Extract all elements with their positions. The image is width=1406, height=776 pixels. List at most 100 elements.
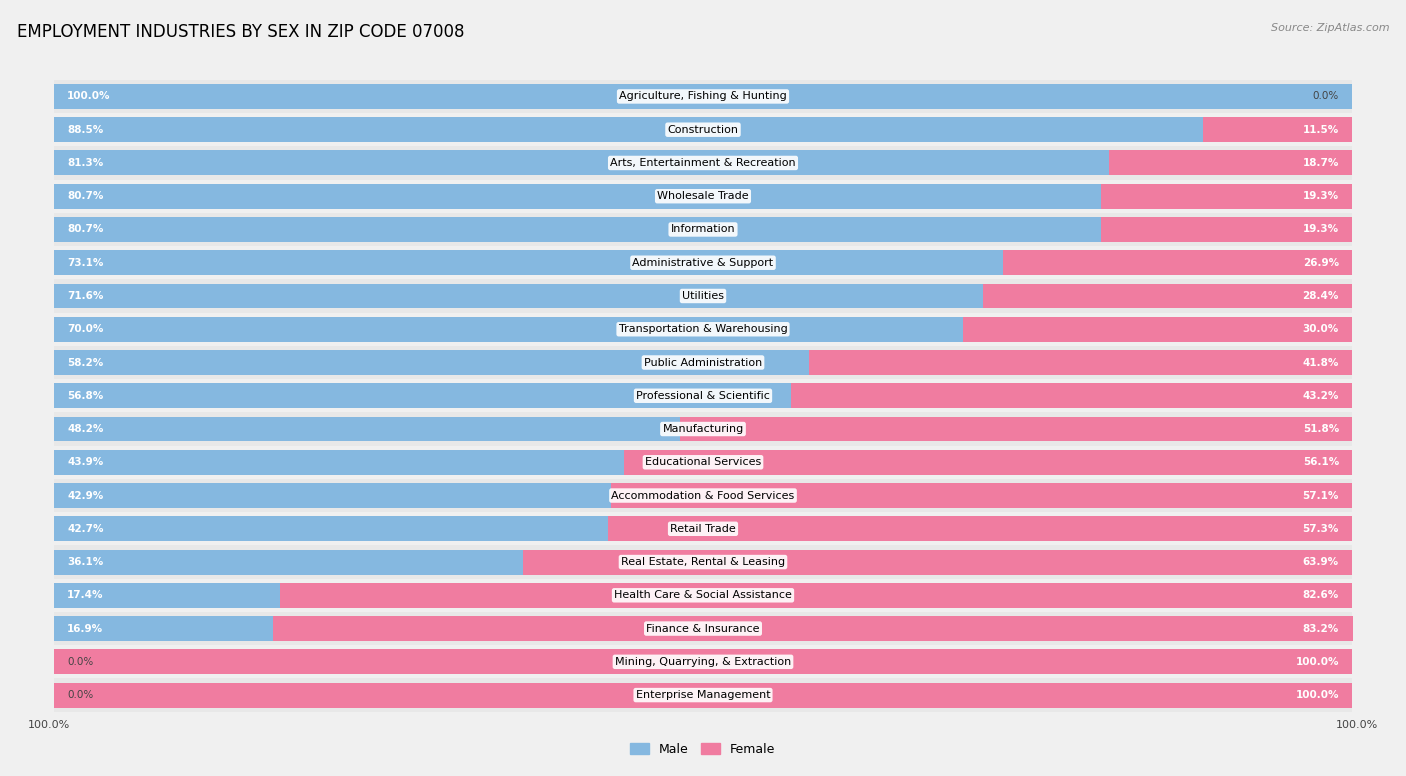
Bar bbox=[53, 346, 1353, 379]
Text: Educational Services: Educational Services bbox=[645, 457, 761, 467]
Bar bbox=[53, 383, 792, 408]
Text: 42.9%: 42.9% bbox=[67, 490, 103, 501]
Text: 51.8%: 51.8% bbox=[1303, 424, 1339, 434]
Text: Administrative & Support: Administrative & Support bbox=[633, 258, 773, 268]
Text: 88.5%: 88.5% bbox=[67, 125, 103, 135]
Bar bbox=[1101, 184, 1353, 209]
Bar bbox=[624, 450, 1353, 475]
Bar bbox=[53, 246, 1353, 279]
Bar bbox=[53, 445, 1353, 479]
Text: 11.5%: 11.5% bbox=[1303, 125, 1339, 135]
Bar bbox=[53, 650, 1353, 674]
Bar bbox=[53, 80, 1353, 113]
Bar bbox=[610, 483, 1353, 508]
Bar bbox=[280, 583, 1353, 608]
Text: 80.7%: 80.7% bbox=[67, 224, 104, 234]
Bar bbox=[53, 546, 1353, 579]
Text: Construction: Construction bbox=[668, 125, 738, 135]
Bar bbox=[679, 417, 1353, 442]
Bar bbox=[1101, 217, 1353, 242]
Bar bbox=[53, 645, 1353, 678]
Bar bbox=[792, 383, 1353, 408]
Bar bbox=[53, 251, 1002, 275]
Bar bbox=[53, 479, 1353, 512]
Bar bbox=[53, 616, 273, 641]
Bar bbox=[53, 612, 1353, 645]
Text: 70.0%: 70.0% bbox=[67, 324, 104, 334]
Text: 56.8%: 56.8% bbox=[67, 391, 103, 400]
Text: Public Administration: Public Administration bbox=[644, 358, 762, 368]
Bar bbox=[53, 283, 983, 309]
Bar bbox=[609, 516, 1353, 542]
Text: Manufacturing: Manufacturing bbox=[662, 424, 744, 434]
Text: Professional & Scientific: Professional & Scientific bbox=[636, 391, 770, 400]
Text: 16.9%: 16.9% bbox=[67, 624, 103, 633]
Legend: Male, Female: Male, Female bbox=[626, 738, 780, 761]
Text: 36.1%: 36.1% bbox=[67, 557, 103, 567]
Text: 100.0%: 100.0% bbox=[67, 92, 111, 102]
Text: 100.0%: 100.0% bbox=[28, 720, 70, 730]
Bar bbox=[53, 84, 1353, 109]
Text: 100.0%: 100.0% bbox=[1336, 720, 1378, 730]
Text: EMPLOYMENT INDUSTRIES BY SEX IN ZIP CODE 07008: EMPLOYMENT INDUSTRIES BY SEX IN ZIP CODE… bbox=[17, 23, 464, 41]
Text: 19.3%: 19.3% bbox=[1303, 191, 1339, 201]
Text: Enterprise Management: Enterprise Management bbox=[636, 690, 770, 700]
Bar bbox=[53, 147, 1353, 179]
Text: 82.6%: 82.6% bbox=[1303, 591, 1339, 601]
Text: 17.4%: 17.4% bbox=[67, 591, 104, 601]
Bar bbox=[1002, 251, 1353, 275]
Bar bbox=[53, 279, 1353, 313]
Text: 28.4%: 28.4% bbox=[1302, 291, 1339, 301]
Bar bbox=[53, 184, 1101, 209]
Text: 57.3%: 57.3% bbox=[1302, 524, 1339, 534]
Text: Finance & Insurance: Finance & Insurance bbox=[647, 624, 759, 633]
Text: 58.2%: 58.2% bbox=[67, 358, 103, 368]
Bar bbox=[53, 450, 624, 475]
Text: 0.0%: 0.0% bbox=[67, 690, 93, 700]
Bar bbox=[53, 350, 810, 375]
Text: 30.0%: 30.0% bbox=[1303, 324, 1339, 334]
Text: 100.0%: 100.0% bbox=[1295, 656, 1339, 667]
Text: 0.0%: 0.0% bbox=[67, 656, 93, 667]
Text: 100.0%: 100.0% bbox=[1295, 690, 1339, 700]
Text: 81.3%: 81.3% bbox=[67, 158, 103, 168]
Text: 63.9%: 63.9% bbox=[1303, 557, 1339, 567]
Text: 0.0%: 0.0% bbox=[1313, 92, 1339, 102]
Bar bbox=[273, 616, 1353, 641]
Text: Real Estate, Rental & Leasing: Real Estate, Rental & Leasing bbox=[621, 557, 785, 567]
Bar bbox=[53, 549, 523, 574]
Text: 56.1%: 56.1% bbox=[1303, 457, 1339, 467]
Bar bbox=[53, 379, 1353, 412]
Text: 83.2%: 83.2% bbox=[1303, 624, 1339, 633]
Bar bbox=[53, 317, 963, 341]
Text: 26.9%: 26.9% bbox=[1303, 258, 1339, 268]
Text: 71.6%: 71.6% bbox=[67, 291, 104, 301]
Bar bbox=[53, 579, 1353, 612]
Text: 43.2%: 43.2% bbox=[1302, 391, 1339, 400]
Bar bbox=[53, 213, 1353, 246]
Text: 18.7%: 18.7% bbox=[1302, 158, 1339, 168]
Text: 48.2%: 48.2% bbox=[67, 424, 104, 434]
Text: 41.8%: 41.8% bbox=[1302, 358, 1339, 368]
Bar bbox=[523, 549, 1353, 574]
Text: Transportation & Warehousing: Transportation & Warehousing bbox=[619, 324, 787, 334]
Text: Utilities: Utilities bbox=[682, 291, 724, 301]
Bar bbox=[963, 317, 1353, 341]
Bar bbox=[983, 283, 1353, 309]
Text: Wholesale Trade: Wholesale Trade bbox=[657, 191, 749, 201]
Bar bbox=[53, 683, 1353, 708]
Text: Information: Information bbox=[671, 224, 735, 234]
Bar bbox=[810, 350, 1353, 375]
Bar bbox=[53, 512, 1353, 546]
Text: Agriculture, Fishing & Hunting: Agriculture, Fishing & Hunting bbox=[619, 92, 787, 102]
Text: Mining, Quarrying, & Extraction: Mining, Quarrying, & Extraction bbox=[614, 656, 792, 667]
Bar bbox=[53, 583, 280, 608]
Text: Health Care & Social Assistance: Health Care & Social Assistance bbox=[614, 591, 792, 601]
Bar bbox=[53, 313, 1353, 346]
Bar bbox=[53, 417, 679, 442]
Text: 42.7%: 42.7% bbox=[67, 524, 104, 534]
Text: Accommodation & Food Services: Accommodation & Food Services bbox=[612, 490, 794, 501]
Bar bbox=[1202, 117, 1353, 142]
Text: Retail Trade: Retail Trade bbox=[671, 524, 735, 534]
Bar bbox=[53, 678, 1353, 712]
